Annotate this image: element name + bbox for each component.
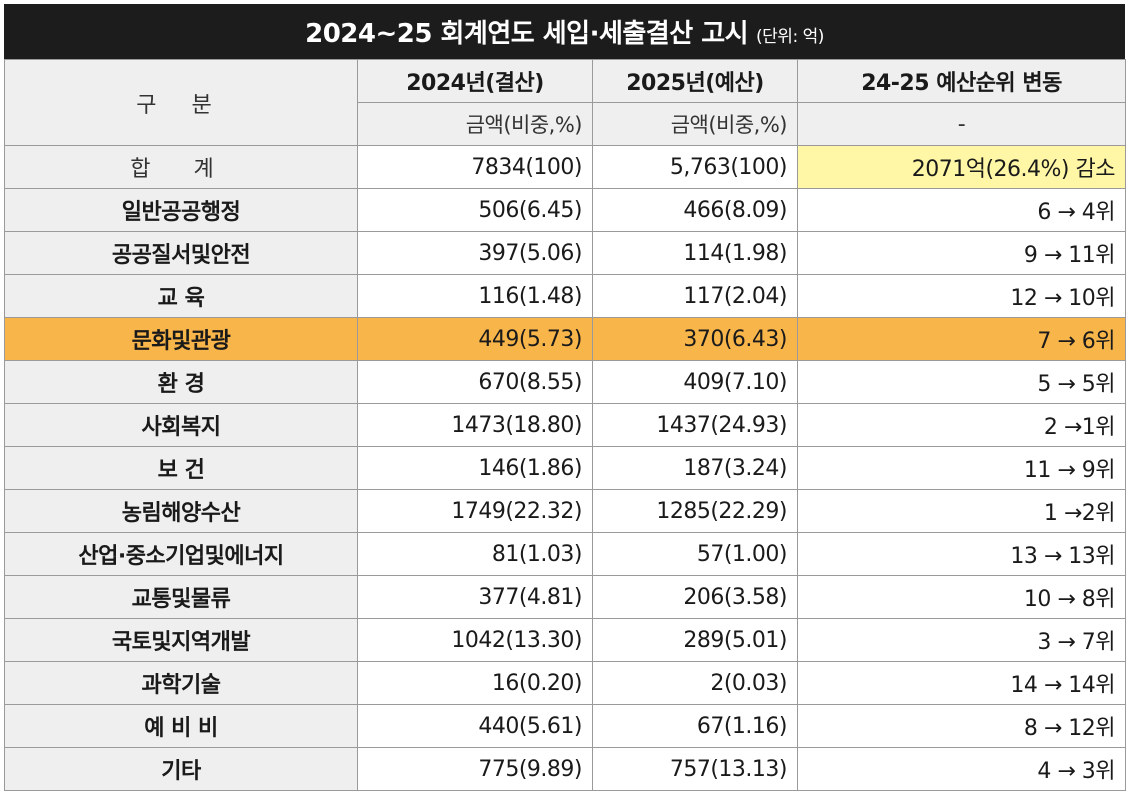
row-category: 국토및지역개발: [4, 618, 358, 662]
row-2025-value: 114(1.98): [592, 231, 798, 275]
row-2024-value: 1042(13.30): [357, 618, 593, 662]
row-2024-value: 16(0.20): [357, 661, 593, 705]
total-label: 합 계: [4, 145, 358, 189]
subheader-2025: 금액(비중,%): [592, 102, 798, 146]
row-2024-value: 1749(22.32): [357, 489, 593, 533]
subheader-2024: 금액(비중,%): [357, 102, 593, 146]
row-rank-change: 13 → 13위: [797, 532, 1126, 576]
table-row: 예 비 비 440(5.61) 67(1.16) 8 → 12위: [4, 704, 1126, 748]
row-rank-change: 10 → 8위: [797, 575, 1126, 619]
row-rank-change: 2 →1위: [797, 403, 1126, 447]
table-row: 교통및물류 377(4.81) 206(3.58) 10 → 8위: [4, 575, 1126, 619]
title-main: 2024~25 회계연도 세입·세출결산 고시: [305, 19, 749, 49]
row-rank-change: 8 → 12위: [797, 704, 1126, 748]
row-2025-value: 466(8.09): [592, 188, 798, 232]
row-rank-change: 1 →2위: [797, 489, 1126, 533]
row-rank-change: 5 → 5위: [797, 360, 1126, 404]
table-row: 교 육 116(1.48) 117(2.04) 12 → 10위: [4, 274, 1126, 318]
row-rank-change: 4 → 3위: [797, 747, 1126, 791]
row-2024-value: 506(6.45): [357, 188, 593, 232]
row-category: 문화및관광: [4, 317, 358, 361]
row-2025-value: 757(13.13): [592, 747, 798, 791]
row-2024-value: 775(9.89): [357, 747, 593, 791]
table-row: 공공질서및안전 397(5.06) 114(1.98) 9 → 11위: [4, 231, 1126, 275]
title-unit: (단위: 억): [756, 27, 824, 47]
row-2024-value: 377(4.81): [357, 575, 593, 619]
row-2025-value: 1437(24.93): [592, 403, 798, 447]
table-row: 산업·중소기업및에너지 81(1.03) 57(1.00) 13 → 13위: [4, 532, 1126, 576]
row-2025-value: 2(0.03): [592, 661, 798, 705]
table-row: 보 건 146(1.86) 187(3.24) 11 → 9위: [4, 446, 1126, 490]
budget-table: 구 분 2024년(결산) 2025년(예산) 24-25 예산순위 변동 금액…: [4, 59, 1126, 791]
row-category: 보 건: [4, 446, 358, 490]
row-2024-value: 116(1.48): [357, 274, 593, 318]
header-row: 구 분 2024년(결산) 2025년(예산) 24-25 예산순위 변동: [4, 59, 1126, 146]
row-2024-value: 1473(18.80): [357, 403, 593, 447]
row-category: 산업·중소기업및에너지: [4, 532, 358, 576]
total-change: 2071억(26.4%) 감소: [797, 145, 1126, 189]
total-row: 합 계 7834(100) 5,763(100) 2071억(26.4%) 감소: [4, 145, 1126, 189]
row-category: 과학기술: [4, 661, 358, 705]
header-2025: 2025년(예산): [592, 59, 798, 103]
row-category: 사회복지: [4, 403, 358, 447]
row-category: 농림해양수산: [4, 489, 358, 533]
row-category: 일반공공행정: [4, 188, 358, 232]
table-row-highlighted: 문화및관광 449(5.73) 370(6.43) 7 → 6위: [4, 317, 1126, 361]
table-row: 사회복지 1473(18.80) 1437(24.93) 2 →1위: [4, 403, 1126, 447]
row-rank-change: 14 → 14위: [797, 661, 1126, 705]
row-2025-value: 206(3.58): [592, 575, 798, 619]
table-row: 일반공공행정 506(6.45) 466(8.09) 6 → 4위: [4, 188, 1126, 232]
row-category: 기타: [4, 747, 358, 791]
table-row: 기타 775(9.89) 757(13.13) 4 → 3위: [4, 747, 1126, 791]
row-2024-value: 449(5.73): [357, 317, 593, 361]
row-rank-change: 12 → 10위: [797, 274, 1126, 318]
row-category: 교통및물류: [4, 575, 358, 619]
table-row: 국토및지역개발 1042(13.30) 289(5.01) 3 → 7위: [4, 618, 1126, 662]
subheader-rank: -: [797, 102, 1126, 146]
row-2025-value: 67(1.16): [592, 704, 798, 748]
total-2024: 7834(100): [357, 145, 593, 189]
row-2025-value: 409(7.10): [592, 360, 798, 404]
row-2024-value: 670(8.55): [357, 360, 593, 404]
row-rank-change: 9 → 11위: [797, 231, 1126, 275]
row-2025-value: 57(1.00): [592, 532, 798, 576]
row-category: 환 경: [4, 360, 358, 404]
header-category: 구 분: [4, 59, 358, 146]
row-2024-value: 440(5.61): [357, 704, 593, 748]
row-rank-change: 3 → 7위: [797, 618, 1126, 662]
row-2025-value: 1285(22.29): [592, 489, 798, 533]
total-2025: 5,763(100): [592, 145, 798, 189]
table-row: 농림해양수산 1749(22.32) 1285(22.29) 1 →2위: [4, 489, 1126, 533]
row-rank-change: 6 → 4위: [797, 188, 1126, 232]
row-2025-value: 289(5.01): [592, 618, 798, 662]
table-row: 과학기술 16(0.20) 2(0.03) 14 → 14위: [4, 661, 1126, 705]
header-rank-change: 24-25 예산순위 변동: [797, 59, 1126, 103]
row-2024-value: 397(5.06): [357, 231, 593, 275]
header-2024: 2024년(결산): [357, 59, 593, 103]
row-2025-value: 370(6.43): [592, 317, 798, 361]
row-2025-value: 117(2.04): [592, 274, 798, 318]
row-rank-change: 7 → 6위: [797, 317, 1126, 361]
table-title: 2024~25 회계연도 세입·세출결산 고시 (단위: 억): [4, 4, 1125, 59]
row-category: 예 비 비: [4, 704, 358, 748]
row-2024-value: 81(1.03): [357, 532, 593, 576]
row-2025-value: 187(3.24): [592, 446, 798, 490]
row-2024-value: 146(1.86): [357, 446, 593, 490]
row-category: 공공질서및안전: [4, 231, 358, 275]
row-rank-change: 11 → 9위: [797, 446, 1126, 490]
row-category: 교 육: [4, 274, 358, 318]
table-row: 환 경 670(8.55) 409(7.10) 5 → 5위: [4, 360, 1126, 404]
